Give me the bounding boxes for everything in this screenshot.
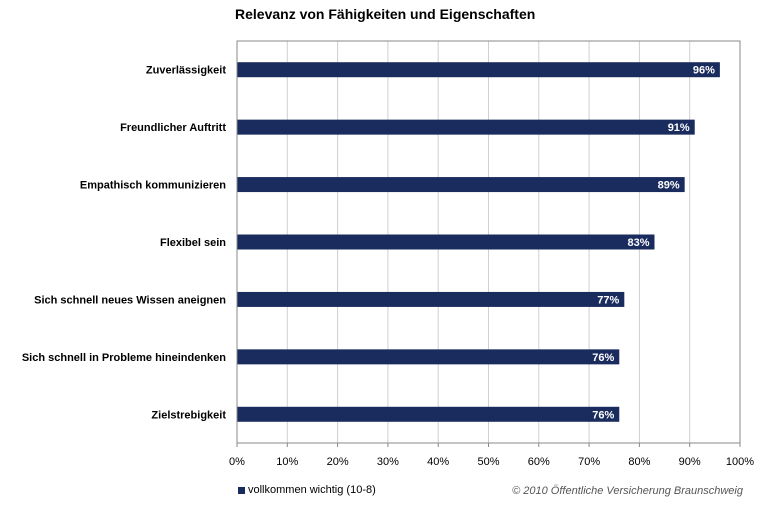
bar-value-label: 83% [627, 237, 649, 249]
bar [237, 62, 720, 78]
bar-value-label: 76% [592, 409, 614, 421]
bar-value-label: 89% [658, 180, 680, 192]
x-tick-label: 60% [528, 456, 550, 468]
legend-label: vollkommen wichtig (10-8) [248, 484, 376, 496]
bar-value-label: 76% [592, 352, 614, 364]
x-tick-label: 100% [726, 456, 754, 468]
category-label: Zuverlässigkeit [146, 65, 226, 77]
plot-frame [236, 40, 741, 444]
category-label: Zielstrebigkeit [151, 409, 226, 421]
bar [237, 349, 620, 365]
bar-value-label: 96% [693, 65, 715, 77]
x-tick-label: 90% [679, 456, 701, 468]
x-tick-label: 80% [628, 456, 650, 468]
category-label: Empathisch kommunizieren [80, 180, 226, 192]
chart-title: Relevanz von Fähigkeiten und Eigenschaft… [235, 6, 536, 22]
x-tick-label: 10% [276, 456, 298, 468]
x-tick-label: 50% [477, 456, 499, 468]
bars: 96% 91% 89% 83% 77% 76% 76% [237, 62, 720, 422]
bar [237, 291, 625, 307]
copyright-text: © 2010 Öffentliche Versicherung Braunsch… [512, 485, 743, 497]
bar [237, 234, 655, 250]
category-labels: Zuverlässigkeit Freundlicher Auftritt Empa… [22, 65, 227, 422]
x-tick-label: 70% [578, 456, 600, 468]
bar [237, 119, 695, 135]
legend: vollkommen wichtig (10-8) [238, 484, 376, 496]
bar [237, 406, 620, 422]
category-label: Freundlicher Auftritt [120, 122, 226, 134]
x-tick-label: 40% [427, 456, 449, 468]
bar [237, 177, 685, 193]
x-tick-labels: 0% 10% 20% 30% 40% 50% 60% 70% 80% 90% 100% [229, 456, 754, 468]
x-tick-label: 0% [229, 456, 245, 468]
category-label: Sich schnell in Probleme hineindenken [22, 352, 226, 364]
x-tick-label: 20% [327, 456, 349, 468]
legend-swatch [238, 486, 245, 494]
category-label: Sich schnell neues Wissen aneignen [34, 294, 226, 306]
x-tick-label: 30% [377, 456, 399, 468]
bar-value-label: 77% [597, 294, 619, 306]
bar-value-label: 91% [668, 122, 690, 134]
category-label: Flexibel sein [160, 237, 226, 249]
